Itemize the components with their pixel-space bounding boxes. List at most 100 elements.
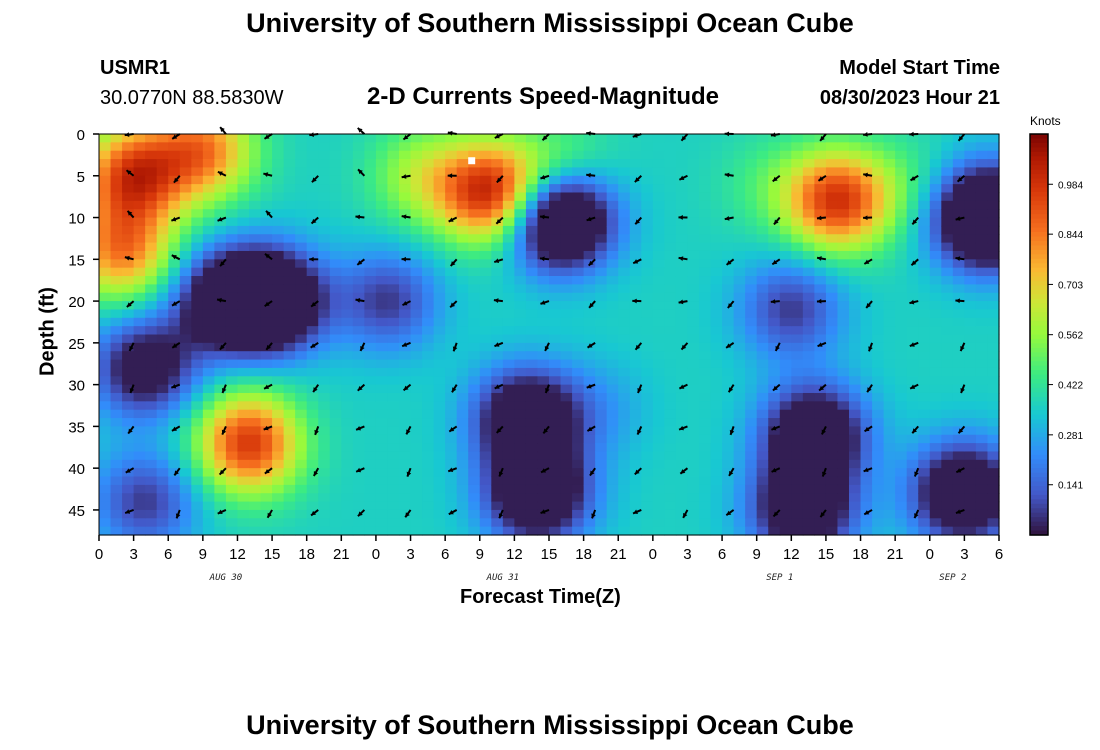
x-tick-label: 12 <box>229 546 246 563</box>
heat-cell <box>133 184 146 194</box>
heat-cell <box>364 409 377 419</box>
x-tick-label: 18 <box>298 546 315 563</box>
heat-cell <box>399 184 412 194</box>
heat-cell <box>179 309 192 319</box>
heat-cell <box>941 401 954 411</box>
current-arrow <box>217 509 227 515</box>
heat-cell <box>502 142 515 152</box>
heat-cell <box>664 259 677 269</box>
heat-cell <box>710 276 723 285</box>
heat-cell <box>225 209 239 219</box>
currents-heatmap-chart: 0 3 6 9 12 15 18 21 0 3 6 9 12 15 18 21 0 3 6 9 12 15 18 21 0 3 6A… <box>68 126 1083 583</box>
heat-cell <box>341 284 354 294</box>
heat-cell <box>399 468 412 478</box>
current-arrow <box>451 384 458 393</box>
heat-cell <box>110 242 123 252</box>
heat-cell <box>664 493 677 503</box>
heat-cell <box>929 468 942 478</box>
heat-cell <box>387 443 400 453</box>
heat-cell <box>987 234 1000 244</box>
heat-cell <box>964 317 977 327</box>
heat-cell <box>260 501 273 511</box>
heat-cell <box>606 250 619 260</box>
heat-cell <box>779 509 792 519</box>
heat-cell <box>572 451 585 461</box>
heat-cell <box>387 376 400 386</box>
heat-cell <box>652 426 665 436</box>
heat-cell <box>110 418 123 427</box>
heat-cell <box>145 159 158 169</box>
heat-cell <box>433 317 446 327</box>
heat-cell <box>964 509 977 519</box>
heat-cell <box>145 418 158 427</box>
heat-cell <box>525 342 539 352</box>
heat-cell <box>722 184 735 194</box>
heat-cell <box>491 342 504 352</box>
heat-cell <box>975 150 989 160</box>
current-arrow <box>217 216 227 222</box>
heat-cell <box>745 259 758 269</box>
heat-cell <box>422 175 435 185</box>
heat-cell <box>722 234 735 244</box>
heat-cell <box>687 342 700 352</box>
heat-cell <box>929 284 942 294</box>
colorbar-cell <box>1030 285 1048 291</box>
heat-cell <box>975 468 989 478</box>
heat-cell <box>952 451 965 461</box>
current-arrow <box>264 467 273 475</box>
heat-cell <box>825 426 839 436</box>
heat-cell <box>295 401 308 411</box>
heat-cell <box>168 434 181 444</box>
heat-cell <box>860 159 873 169</box>
colorbar-cell <box>1030 414 1048 420</box>
colorbar-cell <box>1030 436 1048 443</box>
heat-cell <box>537 401 550 411</box>
heat-cell <box>525 409 539 419</box>
heat-cell <box>918 426 931 436</box>
heat-cell <box>618 367 631 377</box>
heat-cell <box>249 443 262 453</box>
heat-cell <box>675 476 689 486</box>
current-arrow <box>447 467 458 473</box>
heat-cell <box>814 309 827 319</box>
current-arrow <box>355 297 365 303</box>
heat-cell <box>756 150 769 160</box>
heat-cell <box>145 276 158 285</box>
heat-cell <box>849 476 862 486</box>
current-arrow <box>817 174 827 182</box>
heat-cell <box>479 175 492 185</box>
heat-cell <box>572 518 585 528</box>
heat-cell <box>225 359 239 369</box>
heat-cell <box>722 276 735 285</box>
heat-cell <box>791 309 804 319</box>
heat-cell <box>791 359 804 369</box>
heat-cell <box>191 509 204 519</box>
heat-cell <box>941 225 954 235</box>
heat-cell <box>606 409 619 419</box>
heat-cell <box>525 443 539 453</box>
heat-cell <box>225 518 239 528</box>
heat-cell <box>641 443 654 453</box>
current-arrow <box>913 467 920 477</box>
heat-cell <box>618 493 631 503</box>
heat-cell <box>675 200 689 210</box>
heat-cell <box>802 284 815 294</box>
colorbar-cell <box>1030 343 1048 349</box>
heat-cell <box>364 192 377 202</box>
heat-cell <box>906 518 919 528</box>
heat-cell <box>895 217 908 227</box>
heat-cell <box>629 459 642 469</box>
heat-cell <box>237 301 250 311</box>
heat-cell <box>399 434 412 444</box>
heat-cell <box>479 426 492 436</box>
heat-cell <box>849 509 862 519</box>
heat-cell <box>699 175 712 185</box>
heat-cell <box>664 501 677 511</box>
heat-cell <box>445 476 458 486</box>
heat-cell <box>99 367 112 377</box>
heat-cell <box>352 434 365 444</box>
heat-cell <box>399 292 412 302</box>
heat-cell <box>156 443 169 453</box>
heat-cell <box>225 217 239 227</box>
heat-cell <box>918 359 931 369</box>
